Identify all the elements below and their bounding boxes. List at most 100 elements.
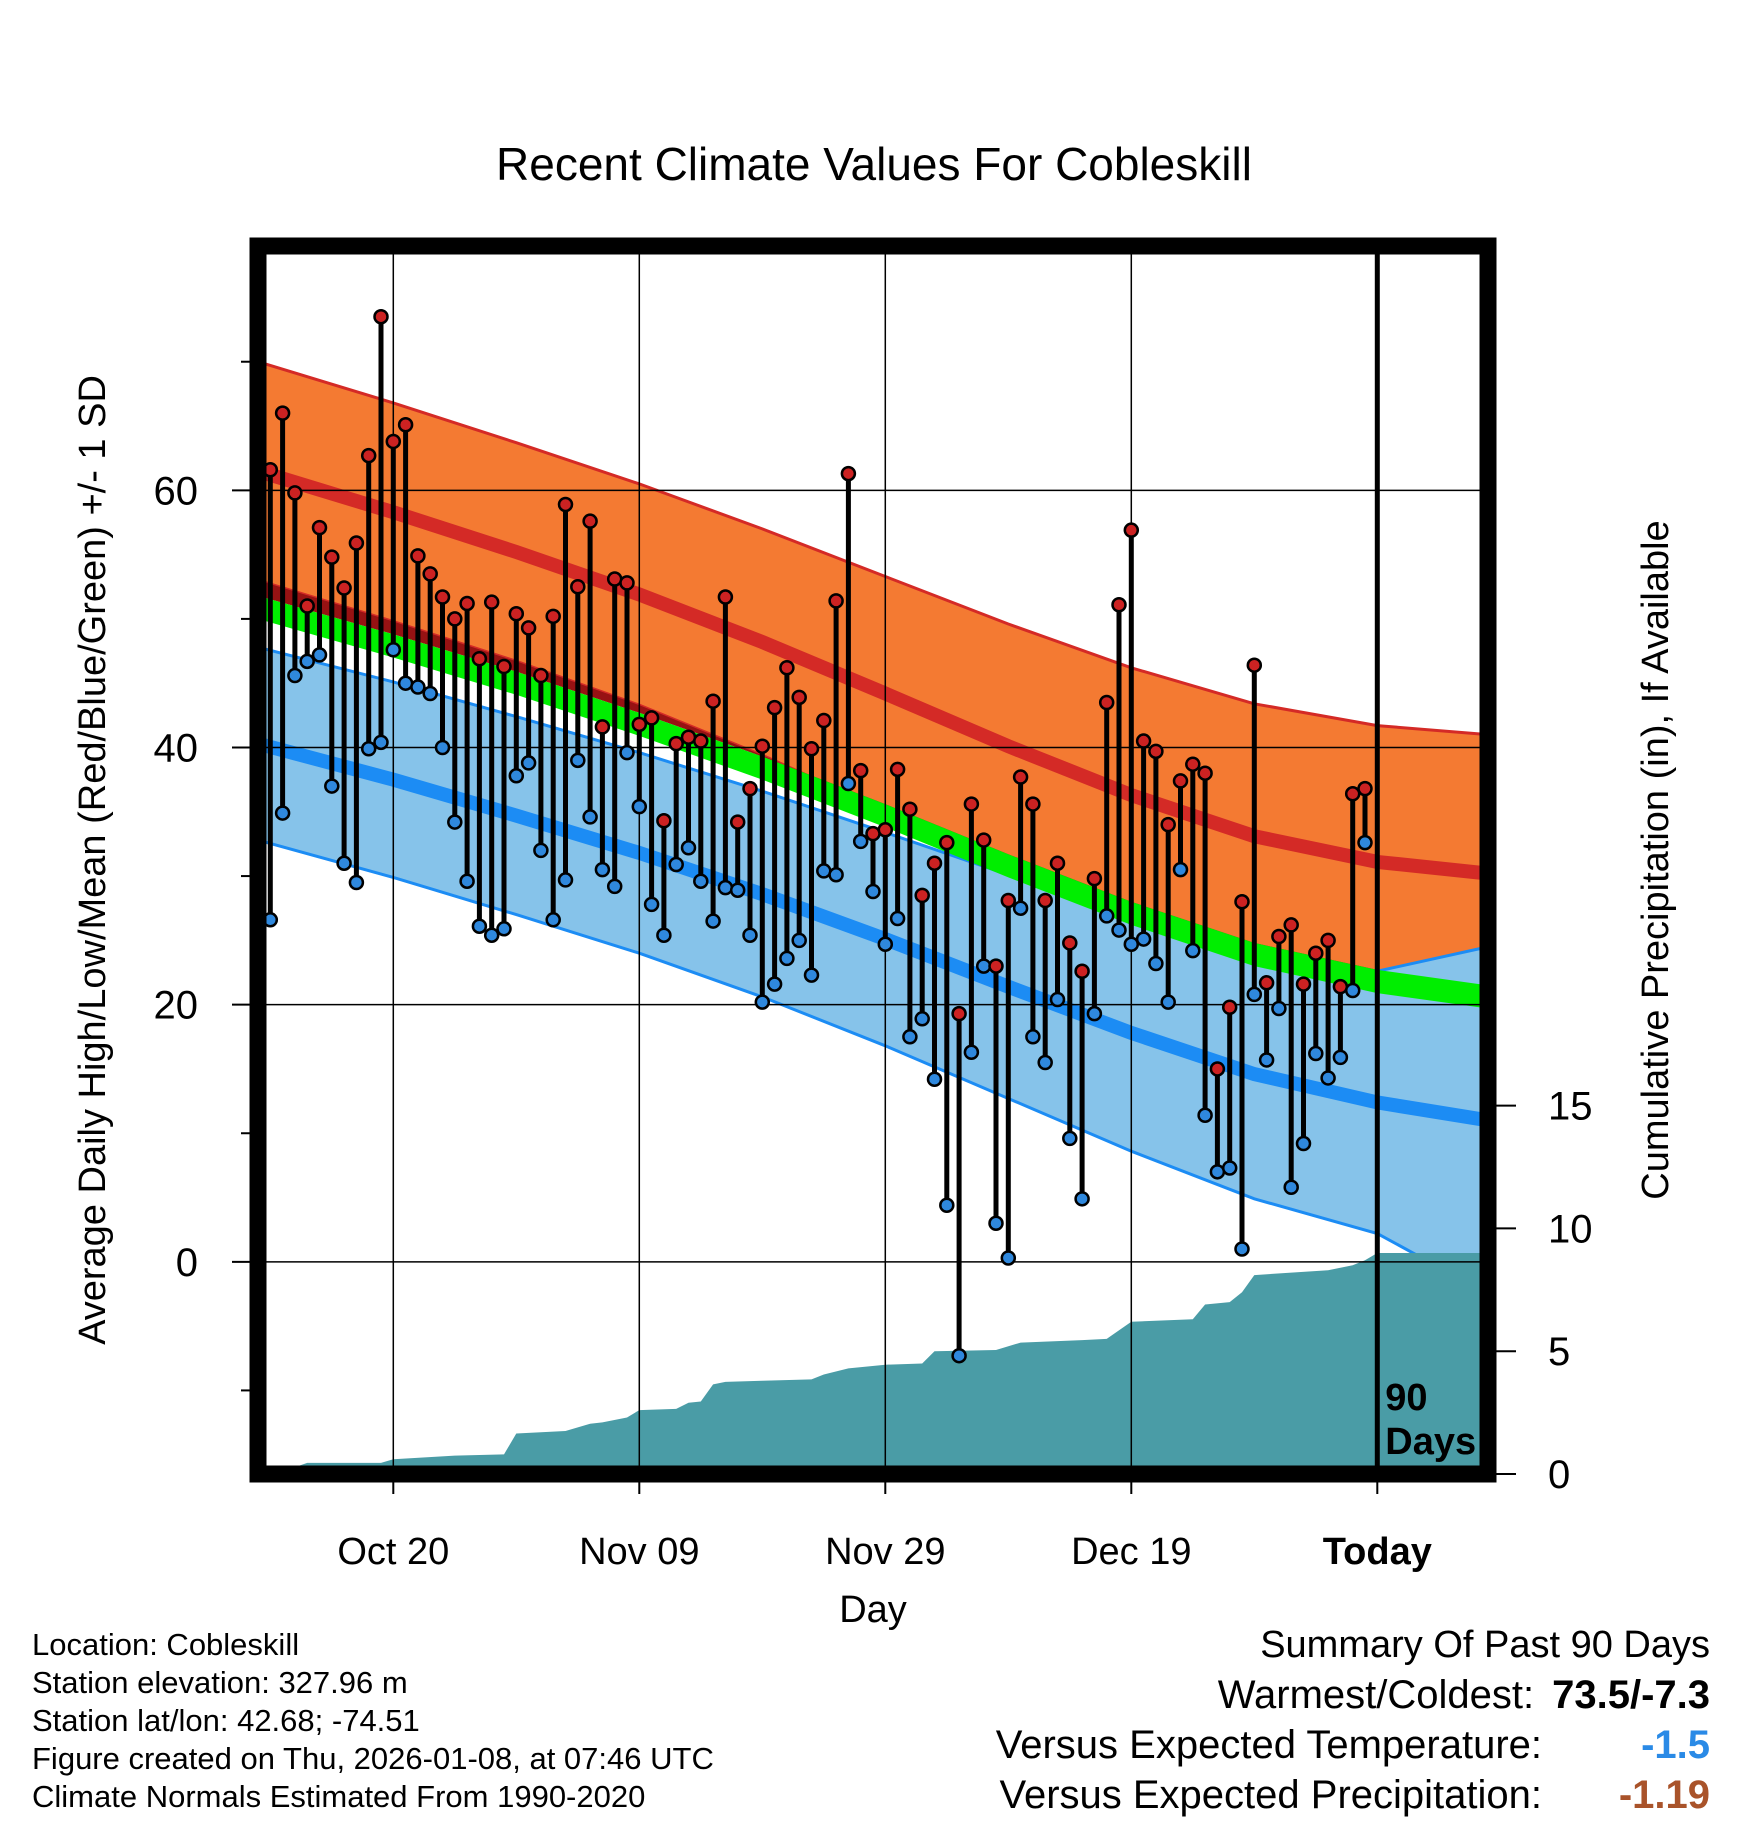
low-point-8 — [360, 741, 377, 757]
today-days-label: 90 — [1385, 1377, 1427, 1419]
high-point-53 — [914, 887, 930, 904]
plot-frame — [249, 237, 1497, 1483]
high-point-84 — [1295, 976, 1312, 992]
y-tick-label-3: 60 — [154, 469, 199, 513]
low-point-82 — [1271, 1000, 1287, 1017]
high-point-8 — [360, 447, 377, 464]
high-point-87 — [1332, 978, 1349, 995]
y-axis-label: Average Daily High/Low/Mean (Red/Blue/Gr… — [72, 375, 114, 1345]
low-point-7 — [348, 874, 365, 891]
low-point-25 — [570, 752, 586, 769]
high-point-67 — [1086, 870, 1103, 887]
high-point-63 — [1037, 892, 1053, 909]
low-point-71 — [1135, 931, 1152, 947]
low-point-10 — [385, 642, 402, 658]
high-point-17 — [471, 651, 488, 667]
low-point-88 — [1344, 982, 1361, 999]
high-point-9 — [373, 308, 389, 325]
low-point-84 — [1295, 1135, 1312, 1152]
chart-title: Recent Climate Values For Cobleskill — [496, 138, 1252, 190]
low-point-28 — [606, 878, 623, 895]
low-point-29 — [619, 744, 635, 761]
high-point-51 — [889, 761, 906, 778]
high-point-34 — [680, 729, 697, 745]
low-point-45 — [816, 863, 832, 879]
low-point-22 — [533, 842, 549, 859]
low-point-66 — [1074, 1191, 1090, 1207]
low-point-16 — [459, 873, 475, 889]
high-point-61 — [1012, 769, 1029, 785]
high-point-42 — [779, 660, 795, 676]
low-point-80 — [1246, 986, 1263, 1003]
low-point-13 — [422, 685, 438, 702]
high-point-77 — [1209, 1061, 1226, 1077]
low-point-86 — [1320, 1070, 1336, 1086]
high-point-62 — [1025, 796, 1041, 812]
low-point-65 — [1062, 1130, 1078, 1147]
x-tick-label-4: Today — [1323, 1531, 1432, 1573]
high-point-28 — [606, 571, 623, 587]
high-point-39 — [742, 780, 758, 797]
high-point-35 — [693, 733, 709, 749]
low-point-72 — [1148, 955, 1164, 972]
y-tick-label-2: 40 — [154, 726, 199, 770]
low-point-78 — [1221, 1160, 1238, 1176]
low-point-42 — [779, 950, 795, 967]
high-point-79 — [1234, 894, 1250, 910]
station-info: Location: Cobleskill Station elevation: … — [32, 1626, 714, 1816]
low-point-69 — [1111, 922, 1127, 938]
low-point-50 — [877, 936, 894, 952]
low-point-14 — [434, 739, 451, 756]
low-point-27 — [594, 861, 611, 878]
high-point-45 — [816, 712, 832, 729]
low-point-26 — [582, 809, 598, 825]
low-point-51 — [889, 910, 906, 927]
low-point-18 — [483, 927, 500, 943]
high-point-66 — [1074, 963, 1090, 979]
low-point-83 — [1283, 1179, 1299, 1196]
summary-heading: Summary Of Past 90 Days — [1260, 1624, 1710, 1666]
x-tick-label-0: Oct 20 — [337, 1531, 449, 1573]
high-point-59 — [988, 958, 1004, 974]
low-point-47 — [840, 775, 857, 792]
low-point-63 — [1037, 1054, 1053, 1071]
high-point-60 — [1000, 892, 1017, 909]
high-point-36 — [705, 693, 721, 709]
low-point-59 — [988, 1215, 1004, 1232]
high-point-32 — [656, 813, 672, 829]
high-point-10 — [385, 433, 402, 450]
low-point-85 — [1308, 1045, 1324, 1062]
high-point-69 — [1111, 597, 1127, 613]
low-point-56 — [951, 1347, 967, 1364]
high-point-75 — [1185, 756, 1201, 772]
high-point-82 — [1271, 928, 1287, 945]
low-point-24 — [557, 872, 574, 888]
high-point-23 — [545, 608, 561, 625]
low-point-87 — [1332, 1049, 1349, 1066]
low-point-81 — [1258, 1052, 1275, 1068]
low-point-6 — [336, 855, 352, 871]
high-point-11 — [397, 416, 414, 433]
low-point-46 — [828, 867, 844, 883]
low-point-17 — [471, 918, 488, 934]
low-point-62 — [1025, 1029, 1041, 1045]
high-point-41 — [766, 699, 783, 716]
low-point-31 — [643, 896, 660, 913]
low-point-34 — [680, 840, 697, 856]
y-tick-label-1: 20 — [154, 984, 199, 1028]
high-point-76 — [1197, 765, 1213, 781]
high-point-56 — [951, 1005, 967, 1022]
low-point-3 — [299, 653, 315, 670]
high-point-72 — [1148, 743, 1164, 760]
y2-tick-label-1: 5 — [1548, 1330, 1570, 1374]
high-point-54 — [926, 855, 943, 871]
low-point-41 — [766, 976, 783, 992]
low-point-44 — [803, 967, 820, 983]
temperature-label: Versus Expected Temperature: — [995, 1723, 1542, 1767]
low-point-2 — [287, 667, 303, 684]
low-point-9 — [373, 734, 389, 751]
low-point-77 — [1209, 1164, 1226, 1180]
high-point-47 — [840, 465, 857, 482]
low-point-70 — [1123, 936, 1140, 952]
high-point-15 — [447, 611, 463, 627]
